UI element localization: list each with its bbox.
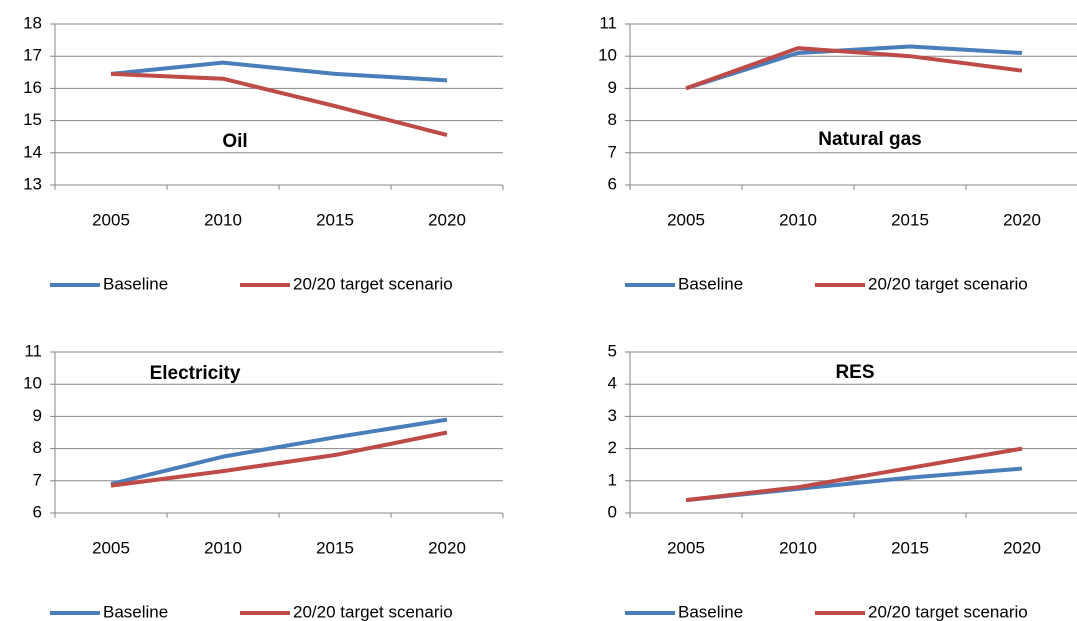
y-tick-label: 9 [608, 78, 617, 97]
legend-label: Baseline [103, 274, 168, 293]
legend-label: Baseline [103, 602, 168, 621]
legend-label: 20/20 target scenario [868, 602, 1028, 621]
y-tick-label: 8 [608, 110, 617, 129]
y-tick-label: 6 [608, 174, 617, 193]
series-line [110, 430, 448, 488]
x-tick-label: 2020 [428, 538, 466, 557]
x-tick-label: 2020 [1003, 538, 1041, 557]
y-tick-label: 0 [608, 502, 617, 521]
y-tick-label: 5 [608, 341, 617, 360]
x-tick-label: 2015 [316, 538, 354, 557]
y-tick-label: 10 [23, 374, 42, 393]
y-tick-label: 11 [599, 13, 617, 32]
y-tick-label: 10 [598, 46, 617, 65]
y-tick-label: 16 [23, 78, 42, 97]
legend-label: 20/20 target scenario [293, 274, 453, 293]
x-tick-label: 2005 [667, 210, 705, 229]
y-tick-label: 9 [33, 406, 42, 425]
y-tick-label: 4 [608, 374, 617, 393]
chart-title: Natural gas [818, 129, 921, 150]
series-line [110, 71, 448, 138]
series-line [110, 60, 448, 83]
x-tick-label: 2005 [92, 210, 130, 229]
y-tick-label: 8 [33, 438, 42, 457]
x-tick-label: 2010 [204, 538, 242, 557]
x-tick-label: 2010 [204, 210, 242, 229]
x-tick-label: 2020 [1003, 210, 1041, 229]
y-tick-label: 3 [608, 406, 617, 425]
chart-title: RES [835, 362, 874, 383]
series-line [110, 417, 448, 486]
y-tick-label: 6 [33, 502, 42, 521]
x-tick-label: 2020 [428, 210, 466, 229]
chart-title: Oil [222, 131, 247, 152]
x-tick-label: 2015 [316, 210, 354, 229]
x-tick-label: 2015 [891, 538, 929, 557]
y-tick-label: 7 [33, 470, 42, 489]
chart-title: Electricity [150, 363, 241, 384]
legend-label: Baseline [678, 602, 743, 621]
legend-label: 20/20 target scenario [293, 602, 453, 621]
y-tick-label: 1 [608, 470, 617, 489]
y-tick-label: 17 [23, 46, 42, 65]
x-tick-label: 2005 [667, 538, 705, 557]
x-tick-label: 2015 [891, 210, 929, 229]
legend-label: Baseline [678, 274, 743, 293]
x-tick-label: 2010 [779, 210, 817, 229]
y-tick-label: 14 [23, 142, 42, 161]
series-line [685, 44, 1023, 91]
y-tick-label: 18 [23, 13, 42, 32]
y-tick-label: 15 [23, 110, 42, 129]
y-tick-label: 11 [24, 341, 42, 360]
series-line [685, 46, 1023, 91]
x-tick-label: 2005 [92, 538, 130, 557]
legend-label: 20/20 target scenario [868, 274, 1028, 293]
y-tick-label: 2 [608, 438, 617, 457]
y-tick-label: 7 [608, 142, 617, 161]
y-tick-label: 13 [23, 174, 42, 193]
x-tick-label: 2010 [779, 538, 817, 557]
series-line [685, 446, 1023, 503]
